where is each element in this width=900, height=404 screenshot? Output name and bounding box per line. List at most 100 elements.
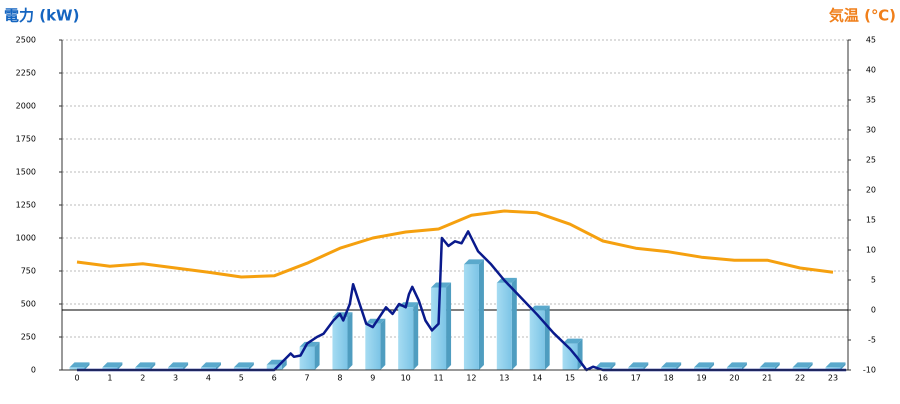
bar-top: [102, 362, 123, 368]
x-tick-label: 22: [795, 374, 805, 383]
y2-tick-label: 35: [866, 96, 876, 105]
x-tick-label: 3: [173, 374, 178, 383]
x-tick-label: 19: [696, 374, 706, 383]
bar: [431, 287, 447, 370]
bar-top: [135, 362, 156, 368]
bar-top: [529, 305, 550, 311]
bar-side: [413, 302, 419, 370]
bar-side: [347, 312, 353, 370]
x-tick-label: 0: [74, 374, 79, 383]
x-tick-label: 7: [305, 374, 310, 383]
y2-tick-label: 20: [866, 186, 876, 195]
x-tick-label: 15: [565, 374, 575, 383]
x-tick-label: 8: [337, 374, 342, 383]
x-tick-label: 5: [239, 374, 244, 383]
bar-side: [676, 362, 682, 370]
y2-tick-label: 45: [866, 36, 876, 45]
y-tick-label: 500: [21, 300, 36, 309]
bar-top: [825, 362, 846, 368]
bar: [332, 317, 348, 370]
x-tick-label: 23: [828, 374, 838, 383]
bar-top: [628, 362, 649, 368]
bar-top: [661, 362, 682, 368]
y2-axis-title: 気温 (℃): [829, 7, 896, 25]
bar-side: [544, 305, 550, 370]
y2-tick-label: 10: [866, 246, 876, 255]
y-tick-label: 250: [21, 333, 36, 342]
x-tick-label: 10: [401, 374, 411, 383]
bar: [168, 367, 184, 370]
bar-side: [774, 362, 780, 370]
bar: [792, 367, 808, 370]
bar-side: [380, 318, 386, 370]
y2-tick-label: -5: [868, 336, 876, 345]
bar-top: [792, 362, 813, 368]
x-tick-label: 6: [272, 374, 277, 383]
bar-top: [69, 362, 90, 368]
bar: [628, 367, 644, 370]
x-tick-label: 1: [107, 374, 112, 383]
x-tick-label: 17: [631, 374, 641, 383]
bar: [233, 367, 249, 370]
bar: [694, 367, 710, 370]
bar-side: [183, 362, 189, 370]
x-tick-label: 16: [598, 374, 608, 383]
y-tick-label: 2250: [16, 69, 36, 78]
x-tick-label: 4: [206, 374, 211, 383]
y2-tick-label: -10: [863, 366, 876, 375]
bar-side: [741, 362, 747, 370]
y-tick-label: 750: [21, 267, 36, 276]
y-tick-label: 2500: [16, 36, 36, 45]
y-axis-title: 電力 (kW): [4, 7, 79, 25]
y-tick-label: 1000: [16, 234, 36, 243]
bar-side: [215, 362, 221, 370]
x-tick-label: 13: [499, 374, 509, 383]
x-tick-label: 18: [664, 374, 674, 383]
y2-tick-label: 5: [871, 276, 876, 285]
x-tick-label: 21: [762, 374, 772, 383]
bar-side: [117, 362, 123, 370]
y-tick-label: 0: [31, 366, 36, 375]
y2-tick-label: 25: [866, 156, 876, 165]
bar-top: [562, 338, 583, 344]
bar: [463, 264, 479, 370]
bar-side: [281, 359, 287, 370]
bar-top: [759, 362, 780, 368]
bar-side: [840, 362, 846, 370]
bar: [102, 367, 118, 370]
power-line: [77, 230, 847, 372]
bar-side: [807, 362, 813, 370]
bar: [398, 307, 414, 370]
bar-top: [168, 362, 189, 368]
bar: [759, 367, 775, 370]
bar-top: [463, 259, 484, 265]
bar: [825, 367, 841, 370]
x-tick-label: 12: [466, 374, 476, 383]
bar: [726, 367, 742, 370]
bar-side: [314, 341, 320, 370]
bar-side: [446, 282, 452, 370]
bar: [200, 367, 216, 370]
bar-side: [610, 362, 616, 370]
bar-side: [709, 362, 715, 370]
bar-side: [84, 362, 90, 370]
bar: [562, 343, 578, 370]
bar: [529, 310, 545, 370]
bar: [496, 282, 512, 370]
x-tick-label: 2: [140, 374, 145, 383]
bar-side: [150, 362, 156, 370]
x-tick-label: 11: [433, 374, 443, 383]
bar-side: [511, 277, 517, 370]
bar-side: [248, 362, 254, 370]
bar-top: [233, 362, 254, 368]
y2-tick-label: 15: [866, 216, 876, 225]
y2-tick-label: 30: [866, 126, 876, 135]
temperature-line: [76, 209, 834, 279]
bar-top: [200, 362, 221, 368]
bar: [69, 367, 85, 370]
bar: [135, 367, 151, 370]
bar: [299, 346, 315, 370]
y-tick-label: 2000: [16, 102, 36, 111]
bar: [266, 364, 282, 370]
